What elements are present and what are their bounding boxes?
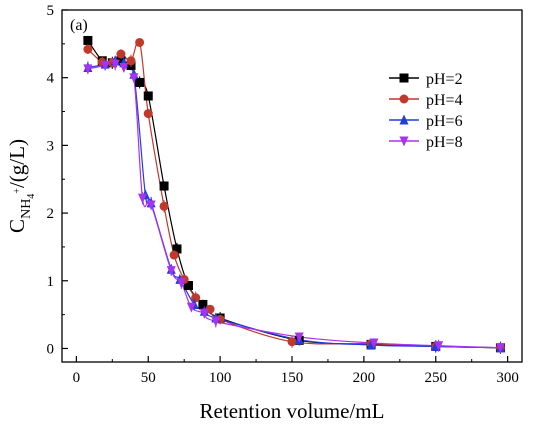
y-tick-label: 5 (47, 3, 55, 19)
data-point (116, 49, 126, 59)
y-label-sup: + (12, 188, 23, 194)
data-point (495, 343, 505, 354)
data-point (110, 59, 120, 70)
y-label-subsub: 4 (26, 194, 37, 199)
data-point (135, 37, 145, 47)
y-tick-label: 4 (47, 71, 55, 87)
y-label-unit: /(g/L) (5, 139, 29, 188)
data-point (287, 337, 297, 347)
y-axis-label: CNH4+/(g/L) (5, 139, 37, 233)
panel-label: (a) (70, 17, 88, 34)
legend: pH=2 pH=4 pH=6 pH=8 (389, 71, 463, 151)
data-point (186, 302, 196, 313)
data-point (143, 91, 153, 101)
data-point (369, 338, 379, 349)
data-point (116, 56, 126, 66)
data-point (199, 308, 209, 319)
x-axis: 0 50 100 150 200 250 300 (73, 356, 519, 386)
data-point (100, 61, 110, 72)
data-point (126, 56, 136, 66)
y-tick-label: 1 (47, 274, 55, 290)
data-markers (83, 35, 505, 354)
x-tick-label: 250 (425, 370, 448, 386)
data-point (83, 64, 93, 75)
data-point (176, 278, 186, 289)
data-point (129, 73, 139, 84)
data-point (294, 332, 304, 343)
y-label-sub: NH (19, 199, 34, 219)
legend-label: pH=8 (426, 134, 463, 151)
legend-marker (399, 94, 409, 104)
legend-marker (399, 136, 409, 147)
x-tick-label: 300 (496, 370, 519, 386)
x-tick-label: 0 (73, 370, 81, 386)
legend-label: pH=4 (426, 92, 463, 109)
data-point (159, 181, 169, 191)
x-tick-label: 50 (141, 370, 156, 386)
data-point (119, 63, 129, 74)
data-point (169, 250, 179, 260)
x-tick-label: 150 (281, 370, 304, 386)
y-axis: 0 1 2 3 4 5 (47, 3, 68, 357)
data-point (434, 341, 444, 352)
data-point (205, 304, 215, 314)
data-point (211, 316, 221, 327)
x-tick-label: 100 (209, 370, 232, 386)
legend-marker (399, 73, 409, 83)
y-tick-label: 3 (47, 138, 55, 154)
x-axis-label: Retention volume/mL (200, 399, 385, 423)
data-point (138, 193, 147, 204)
data-point (83, 44, 93, 54)
data-point (166, 266, 176, 277)
x-tick-label: 200 (353, 370, 376, 386)
data-point (184, 281, 193, 291)
data-point (135, 77, 145, 87)
y-tick-label: 2 (47, 206, 55, 222)
data-point (198, 299, 208, 309)
y-label-base: C (5, 219, 29, 233)
data-point (143, 109, 153, 119)
legend-label: pH=6 (426, 113, 463, 130)
y-tick-label: 0 (47, 341, 55, 357)
data-point (172, 244, 182, 254)
data-point (146, 200, 156, 211)
data-point (159, 201, 169, 211)
data-point (191, 293, 201, 303)
legend-marker (399, 114, 409, 125)
data-point (83, 35, 93, 45)
legend-label: pH=2 (426, 71, 463, 88)
